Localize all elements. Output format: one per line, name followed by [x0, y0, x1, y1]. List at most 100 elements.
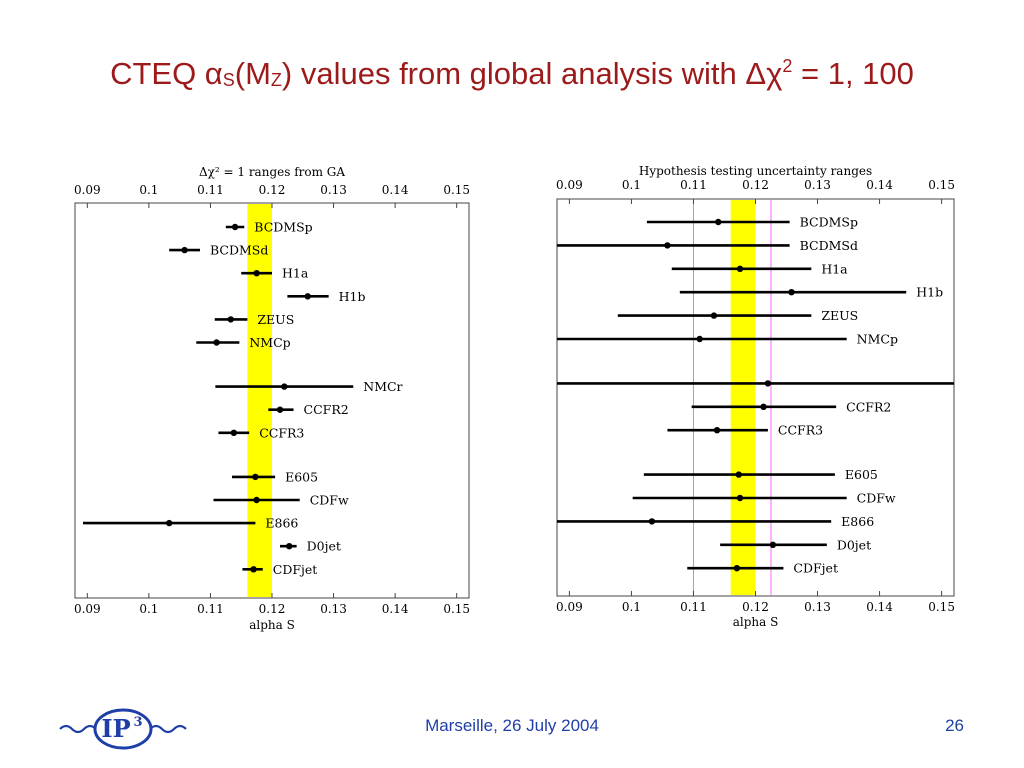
- series-label: NMCp: [857, 332, 898, 347]
- chart-panel-1: Δχ² = 1 ranges from GA 0.09 0.09 0.1 0.1 0.11…: [74, 165, 470, 632]
- chart-title: Hypothesis testing uncertainty ranges: [639, 164, 872, 178]
- tick-label-top: 0.09: [556, 178, 583, 192]
- tick-label-top: 0.09: [74, 183, 101, 197]
- data-point-E605: [252, 473, 259, 481]
- logo-wave-left: [59, 724, 97, 734]
- series-label: E605: [845, 467, 878, 482]
- tick-label-bottom: 0.09: [556, 600, 583, 614]
- series-label: BCDMSp: [254, 220, 312, 235]
- logo-ring: [93, 708, 153, 750]
- data-point-E866: [648, 518, 656, 525]
- data-point-CCFR3: [713, 427, 721, 434]
- data-point-CCFR2: [760, 403, 767, 410]
- data-point-CDFw: [736, 494, 744, 502]
- data-point-CDFjet: [733, 565, 741, 572]
- data-point-D0jet: [286, 543, 293, 550]
- data-point-E605: [735, 471, 742, 478]
- data-point-BCDMSd: [181, 246, 188, 254]
- series-label: CDFw: [857, 491, 896, 506]
- title-prefix: CTEQ α: [110, 56, 223, 91]
- data-point-E866: [165, 519, 173, 527]
- series-label: E866: [265, 516, 298, 531]
- data-point-H1a: [253, 270, 260, 277]
- chart-title: Δχ² = 1 ranges from GA: [199, 165, 345, 179]
- data-point-unlabeled: [764, 380, 772, 387]
- world-average-band: [730, 200, 756, 595]
- tick-label-bottom: 0.12: [259, 602, 286, 616]
- series-label: NMCr: [363, 379, 402, 394]
- data-point-NMCp: [696, 335, 703, 343]
- tick-label-bottom: 0.14: [866, 600, 893, 614]
- tick-label-top: 0.11: [680, 178, 707, 192]
- page-number: 26: [945, 716, 964, 735]
- data-point-ZEUS: [227, 316, 234, 323]
- slide-title: CTEQ αS(MZ) values from global analysis …: [0, 56, 1024, 92]
- tick-label-bottom: 0.11: [197, 602, 224, 616]
- series-label: BCDMSd: [210, 243, 268, 258]
- x-axis-label: alpha S: [249, 618, 295, 632]
- tick-label-top: 0.14: [866, 178, 893, 192]
- data-point-NMCp: [213, 339, 220, 346]
- x-axis-label: alpha S: [733, 615, 779, 629]
- tick-label-top: 0.14: [382, 183, 409, 197]
- series-label: E866: [841, 514, 874, 529]
- data-point-CCFR2: [276, 406, 284, 413]
- series-label: ZEUS: [821, 308, 858, 323]
- series-label: CCFR3: [778, 423, 823, 438]
- tick-label-top: 0.1: [139, 183, 158, 197]
- title-mid: (M: [234, 56, 271, 91]
- series-label: CDFjet: [793, 561, 838, 576]
- series-label: CCFR2: [304, 402, 349, 417]
- tick-label-bottom: 0.15: [928, 600, 955, 614]
- series-label: H1a: [821, 261, 848, 276]
- series-label: BCDMSd: [800, 238, 858, 253]
- ip3-logo: IP 3: [59, 708, 187, 750]
- tick-label-bottom: 0.13: [320, 602, 347, 616]
- data-point-H1a: [736, 265, 744, 272]
- data-point-D0jet: [769, 541, 777, 548]
- tick-label-bottom: 0.15: [443, 602, 470, 616]
- data-point-NMCr: [281, 383, 288, 390]
- title-sub-s: S: [222, 70, 235, 90]
- logo-wave-right: [149, 724, 187, 734]
- data-point-CDFjet: [250, 566, 257, 573]
- title-suffix: = 1, 100: [792, 56, 914, 91]
- data-point-CDFw: [253, 496, 260, 504]
- data-point-ZEUS: [710, 312, 718, 319]
- data-point-BCDMSp: [231, 223, 239, 231]
- tick-label-bottom: 0.1: [139, 602, 158, 616]
- chart-panel-2: Hypothesis testing uncertainty ranges 0.0…: [556, 164, 955, 629]
- series-label: CDFw: [310, 493, 349, 508]
- series-label: CCFR3: [259, 425, 304, 440]
- title-sub-z: Z: [270, 70, 282, 90]
- series-label: ZEUS: [257, 312, 294, 327]
- footer-location-date: Marseille, 26 July 2004: [425, 716, 599, 735]
- tick-label-top: 0.13: [320, 183, 347, 197]
- title-mid2: ) values from global analysis with Δχ: [281, 56, 783, 91]
- series-label: BCDMSp: [800, 215, 858, 230]
- series-label: H1b: [916, 285, 943, 300]
- tick-label-bottom: 0.11: [680, 600, 707, 614]
- tick-label-bottom: 0.13: [804, 600, 831, 614]
- series-label: CCFR2: [846, 399, 891, 414]
- tick-label-bottom: 0.1: [622, 600, 641, 614]
- series-label: NMCp: [249, 335, 290, 350]
- logo-sup: 3: [133, 715, 142, 730]
- series-label: H1a: [282, 266, 309, 281]
- tick-label-top: 0.12: [259, 183, 286, 197]
- data-point-CCFR3: [230, 429, 238, 436]
- tick-label-bottom: 0.09: [74, 602, 101, 616]
- series-label: H1b: [339, 289, 366, 304]
- tick-label-top: 0.1: [622, 178, 641, 192]
- world-average-band: [247, 204, 272, 597]
- data-point-BCDMSp: [715, 218, 722, 226]
- tick-label-bottom: 0.12: [742, 600, 769, 614]
- tick-label-top: 0.15: [928, 178, 955, 192]
- data-point-H1b: [788, 289, 795, 296]
- data-point-BCDMSd: [664, 242, 671, 249]
- tick-label-top: 0.12: [742, 178, 769, 192]
- series-label: D0jet: [837, 537, 871, 552]
- series-label: D0jet: [307, 539, 341, 554]
- tick-label-top: 0.13: [804, 178, 831, 192]
